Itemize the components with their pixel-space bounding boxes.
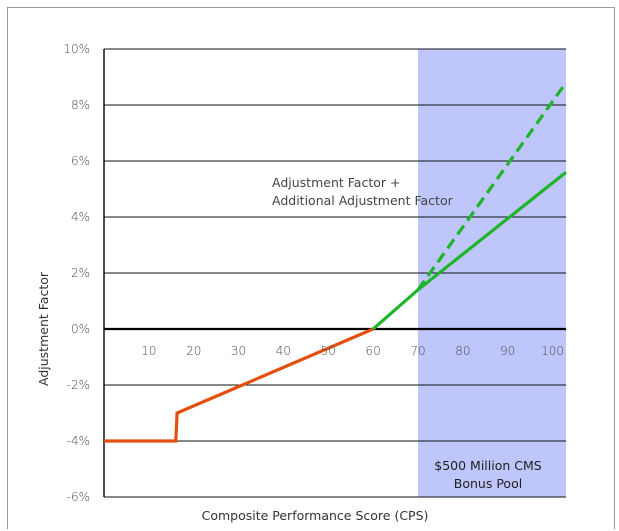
x-tick-label: 70 bbox=[410, 344, 425, 358]
x-tick-label: 20 bbox=[186, 344, 201, 358]
y-tick-label: 10% bbox=[63, 42, 90, 56]
bonus-pool-label-line-1: $500 Million CMS bbox=[434, 458, 542, 473]
y-tick-label: 4% bbox=[71, 210, 90, 224]
y-tick-label: -2% bbox=[67, 378, 90, 392]
x-axis-title: Composite Performance Score (CPS) bbox=[202, 508, 429, 523]
x-tick-label: 30 bbox=[231, 344, 246, 358]
series-line bbox=[104, 327, 374, 443]
annotation-line-1: Adjustment Factor + bbox=[272, 175, 400, 190]
y-tick-label: -4% bbox=[67, 434, 90, 448]
y-tick-label: -6% bbox=[67, 490, 90, 504]
series-line-dashed bbox=[416, 81, 568, 291]
x-tick-label: 10 bbox=[141, 344, 156, 358]
y-tick-label: 2% bbox=[71, 266, 90, 280]
y-tick-label: 8% bbox=[71, 98, 90, 112]
annotation-line-2: Additional Adjustment Factor bbox=[272, 193, 454, 208]
x-tick-labels: 10 20 30 40 50 60 70 80 90 100 bbox=[141, 344, 564, 358]
y-axis-title: Adjustment Factor bbox=[36, 271, 51, 386]
x-tick-label: 80 bbox=[455, 344, 470, 358]
x-tick-label: 50 bbox=[321, 344, 336, 358]
y-tick-label: 0% bbox=[71, 322, 90, 336]
x-tick-label: 40 bbox=[276, 344, 291, 358]
chart-frame bbox=[7, 7, 615, 529]
y-tick-label: 6% bbox=[71, 154, 90, 168]
gridlines bbox=[104, 48, 566, 498]
x-tick-label: 90 bbox=[500, 344, 515, 358]
x-tick-label: 60 bbox=[365, 344, 380, 358]
x-tick-label: 100 bbox=[541, 344, 564, 358]
series-group bbox=[104, 81, 568, 443]
bonus-pool-label-line-2: Bonus Pool bbox=[454, 476, 522, 491]
y-tick-labels: 10% 8% 6% 4% 2% 0% -2% -4% -6% bbox=[63, 42, 90, 504]
